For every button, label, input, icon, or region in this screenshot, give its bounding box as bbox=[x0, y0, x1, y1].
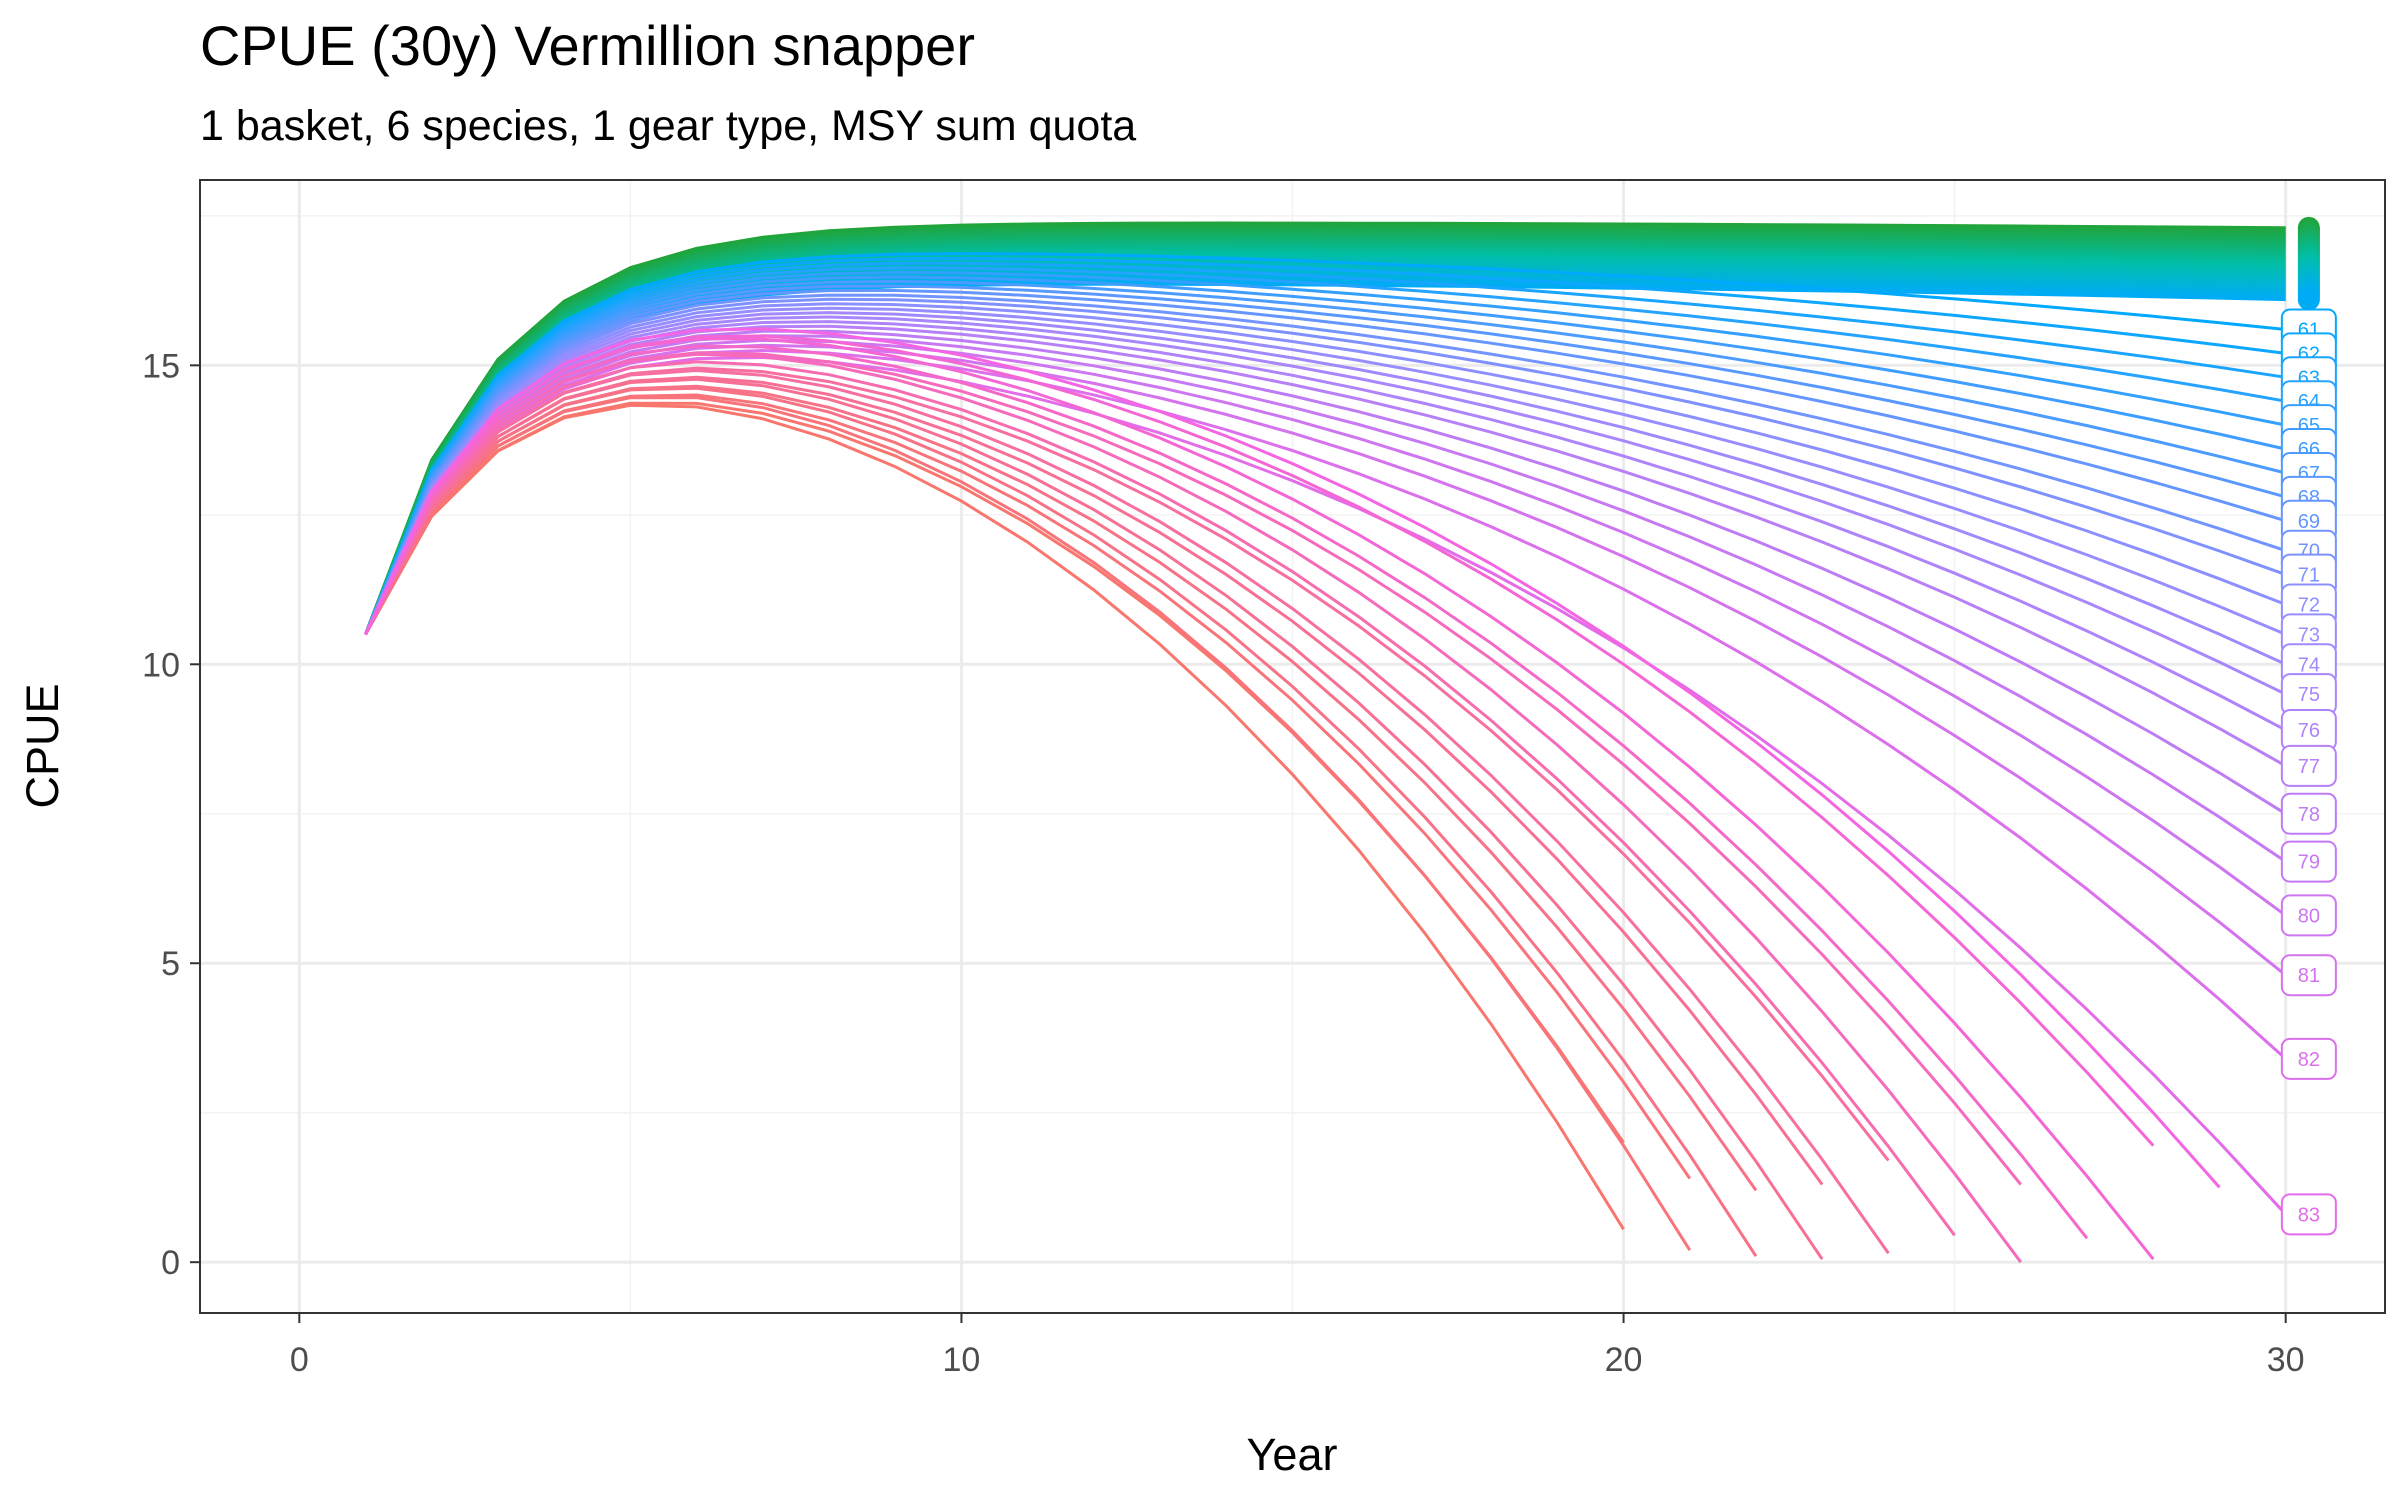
series-end-label: 69 bbox=[2298, 511, 2320, 533]
series-end-label-box bbox=[2280, 894, 2337, 937]
series-line-65 bbox=[364, 270, 2286, 635]
series-end-label: 77 bbox=[2298, 756, 2320, 778]
series-line-70 bbox=[364, 293, 2287, 636]
series-end-label-box bbox=[2280, 792, 2337, 835]
series-end-labels: 6162636465666768697071727374757677787980… bbox=[2280, 308, 2337, 1236]
series-line-72 bbox=[364, 302, 2287, 636]
y-tick-label: 10 bbox=[142, 646, 180, 684]
series-line-early bbox=[364, 334, 2155, 1147]
x-axis-title: Year bbox=[1247, 1429, 1338, 1480]
series-end-label: 74 bbox=[2298, 654, 2320, 676]
series-line-early bbox=[364, 366, 1890, 1162]
series-lines bbox=[364, 221, 2287, 1264]
series-line-early bbox=[364, 344, 2089, 1240]
series-end-label: 72 bbox=[2298, 595, 2320, 617]
series-end-label: 81 bbox=[2298, 965, 2320, 987]
chart-title: CPUE (30y) Vermillion snapper bbox=[200, 14, 975, 77]
series-end-label: 82 bbox=[2298, 1049, 2320, 1071]
y-tick-label: 15 bbox=[142, 347, 180, 385]
series-end-label: 78 bbox=[2298, 804, 2320, 826]
series-line-68 bbox=[364, 284, 2287, 635]
series-end-label: 73 bbox=[2298, 624, 2320, 646]
x-axis-ticks: 0 10 20 30 bbox=[290, 1313, 2305, 1379]
series-line-66 bbox=[364, 275, 2287, 635]
series-line-early bbox=[364, 351, 2022, 1186]
series-line-81 bbox=[364, 343, 2287, 977]
series-line-early bbox=[364, 384, 1758, 1192]
series-end-label-box bbox=[2280, 744, 2337, 787]
x-tick-label: 20 bbox=[1605, 1341, 1643, 1379]
series-end-label: 71 bbox=[2298, 565, 2320, 587]
series-end-label: 79 bbox=[2298, 852, 2320, 874]
series-line-early bbox=[364, 375, 1824, 1186]
series-line-75 bbox=[364, 315, 2287, 696]
series-line-74 bbox=[364, 311, 2287, 666]
series-line-73 bbox=[364, 306, 2287, 636]
x-tick-label: 10 bbox=[943, 1341, 981, 1379]
plot-border bbox=[199, 179, 2386, 1314]
series-line-71 bbox=[364, 297, 2287, 636]
series-line-early bbox=[364, 327, 2221, 1189]
y-axis-ticks: 0 5 10 15 bbox=[142, 347, 200, 1282]
series-line-69 bbox=[364, 288, 2287, 635]
series-line-76 bbox=[364, 320, 2287, 732]
series-line-63 bbox=[364, 261, 2286, 635]
series-line-62 bbox=[364, 256, 2286, 635]
series-line-79 bbox=[364, 334, 2287, 863]
series-line-64 bbox=[364, 266, 2286, 635]
plot-area: 6162636465666768697071727374757677787980… bbox=[199, 179, 2386, 1314]
series-end-point bbox=[2297, 288, 2320, 311]
y-tick-label: 5 bbox=[161, 945, 180, 983]
series-line-67 bbox=[364, 279, 2287, 635]
x-tick-label: 30 bbox=[2267, 1341, 2305, 1379]
series-line-83 bbox=[364, 355, 2287, 1216]
series-line-early bbox=[364, 360, 1956, 1237]
series-end-points bbox=[2297, 216, 2320, 311]
y-tick-label: 0 bbox=[161, 1244, 180, 1282]
series-end-label-box bbox=[2280, 954, 2337, 997]
series-end-label-box bbox=[2280, 1193, 2337, 1236]
y-axis-title: CPUE bbox=[17, 683, 68, 808]
series-end-label-box bbox=[2280, 1037, 2337, 1080]
series-end-label: 80 bbox=[2298, 905, 2320, 927]
chart-subtitle: 1 basket, 6 species, 1 gear type, MSY su… bbox=[200, 102, 1136, 150]
series-line-early bbox=[364, 393, 1692, 1180]
series-line-77 bbox=[364, 324, 2287, 768]
x-tick-label: 0 bbox=[290, 1341, 309, 1379]
series-end-label: 83 bbox=[2298, 1204, 2320, 1226]
series-line-61 bbox=[364, 252, 2286, 635]
series-end-label: 76 bbox=[2298, 720, 2320, 742]
series-end-label-box bbox=[2280, 840, 2337, 883]
series-end-label: 75 bbox=[2298, 684, 2320, 706]
